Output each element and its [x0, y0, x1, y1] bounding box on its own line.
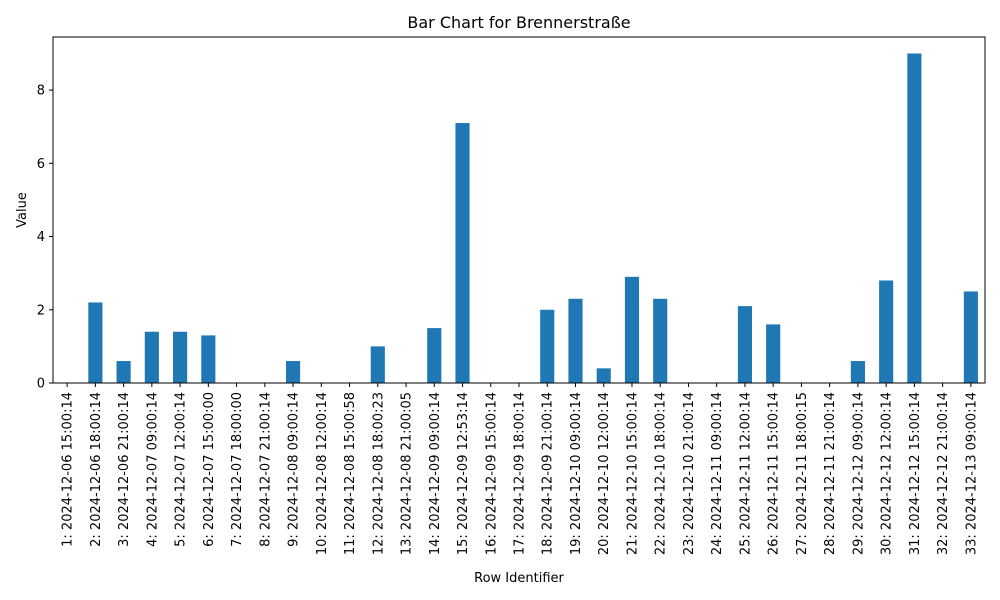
bar — [144, 331, 159, 383]
x-axis: 1: 2024-12-06 15:00:14 2: 2024-12-06 18:0… — [61, 383, 979, 555]
x-tick-label: 3: 2024-12-06 21:00:14 — [117, 392, 132, 547]
bar — [116, 361, 131, 383]
x-tick-label: 10: 2024-12-08 12:00:14 — [315, 392, 330, 555]
x-tick-label: 18: 2024-12-09 21:00:14 — [541, 392, 556, 555]
x-axis-title: Row Identifier — [474, 571, 564, 586]
x-tick-label: 22: 2024-12-10 18:00:14 — [654, 392, 669, 555]
bar — [88, 302, 103, 383]
x-tick-label: 4: 2024-12-07 09:00:14 — [145, 392, 160, 547]
y-axis: 0 2 4 6 8 — [37, 84, 53, 392]
bar — [596, 368, 611, 383]
plot-frame — [52, 36, 986, 384]
x-tick-label: 25: 2024-12-11 12:00:14 — [738, 392, 753, 555]
bar — [540, 309, 555, 383]
x-tick-label: 29: 2024-12-12 09:00:14 — [851, 392, 866, 555]
x-tick-label: 11: 2024-12-08 15:00:58 — [343, 392, 358, 555]
bar — [653, 298, 668, 383]
x-tick-label: 20: 2024-12-10 12:00:14 — [597, 392, 612, 555]
y-tick-label: 4 — [37, 230, 45, 245]
x-tick-label: 28: 2024-12-11 21:00:14 — [823, 392, 838, 555]
x-tick-label: 14: 2024-12-09 09:00:14 — [428, 392, 443, 555]
x-tick-label: 17: 2024-12-09 18:00:14 — [513, 392, 528, 555]
bar — [201, 335, 216, 383]
bar — [766, 324, 781, 383]
y-tick-label: 8 — [37, 84, 45, 99]
x-tick-label: 1: 2024-12-06 15:00:14 — [61, 392, 76, 547]
x-tick-label: 12: 2024-12-08 18:00:23 — [371, 392, 386, 555]
y-axis-title: Value — [15, 192, 30, 228]
x-tick-label: 8: 2024-12-07 21:00:14 — [258, 392, 273, 547]
bar — [850, 361, 865, 383]
x-tick-label: 24: 2024-12-11 09:00:14 — [710, 392, 725, 555]
x-tick-label: 21: 2024-12-10 15:00:14 — [625, 392, 640, 555]
bars-group — [88, 53, 978, 383]
bar — [455, 123, 470, 383]
bar — [737, 306, 752, 383]
x-tick-label: 2: 2024-12-06 18:00:14 — [89, 392, 104, 547]
y-tick-label: 6 — [37, 157, 45, 172]
x-tick-label: 7: 2024-12-07 18:00:00 — [230, 392, 245, 547]
x-tick-label: 27: 2024-12-11 18:00:15 — [795, 392, 810, 555]
y-tick-label: 2 — [37, 303, 45, 318]
bar — [568, 298, 583, 383]
bar — [427, 328, 442, 383]
bar — [963, 291, 978, 383]
x-tick-label: 32: 2024-12-12 21:00:14 — [936, 392, 951, 555]
x-tick-label: 13: 2024-12-08 21:00:05 — [400, 392, 415, 555]
bar — [370, 346, 385, 383]
bar — [907, 53, 922, 383]
bar — [624, 276, 640, 383]
x-tick-label: 9: 2024-12-08 09:00:14 — [287, 392, 302, 547]
y-tick-label: 0 — [37, 377, 45, 392]
bar — [286, 361, 301, 383]
bar — [879, 280, 894, 383]
x-tick-label: 15: 2024-12-09 12:53:14 — [456, 392, 471, 555]
x-tick-label: 31: 2024-12-12 15:00:14 — [908, 392, 923, 555]
x-tick-label: 23: 2024-12-10 21:00:14 — [682, 392, 697, 555]
x-tick-label: 16: 2024-12-09 15:00:14 — [484, 392, 499, 555]
x-tick-label: 5: 2024-12-07 12:00:14 — [174, 392, 189, 547]
x-tick-label: 19: 2024-12-10 09:00:14 — [569, 392, 584, 555]
x-tick-label: 33: 2024-12-13 09:00:14 — [964, 392, 979, 555]
x-tick-label: 30: 2024-12-12 12:00:14 — [880, 392, 895, 555]
chart-title: Bar Chart for Brennerstraße — [407, 13, 630, 32]
x-tick-label: 6: 2024-12-07 15:00:00 — [202, 392, 217, 547]
x-tick-label: 26: 2024-12-11 15:00:14 — [767, 392, 782, 555]
bar — [173, 331, 188, 383]
